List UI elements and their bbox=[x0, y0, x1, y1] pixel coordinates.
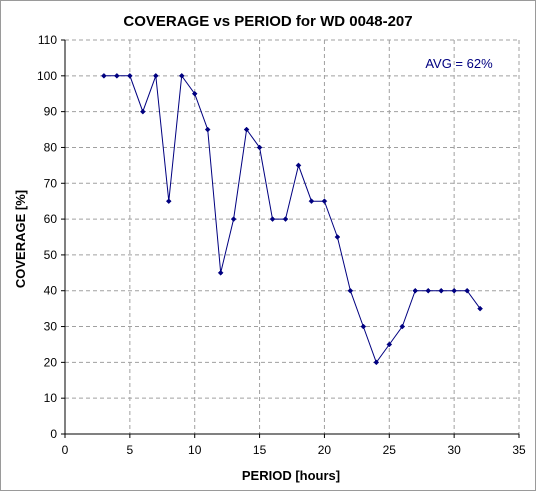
data-point bbox=[464, 287, 470, 294]
data-point bbox=[295, 162, 302, 169]
y-tick-label: 0 bbox=[50, 427, 57, 441]
average-annotation: AVG = 62% bbox=[425, 56, 493, 71]
data-series bbox=[101, 72, 483, 366]
x-tick-label: 30 bbox=[447, 443, 461, 457]
x-tick-label: 5 bbox=[127, 443, 134, 457]
data-point bbox=[308, 198, 315, 205]
y-tick-label: 110 bbox=[38, 33, 57, 47]
x-tick-label: 25 bbox=[383, 443, 397, 457]
data-point bbox=[321, 198, 328, 205]
data-point bbox=[101, 72, 107, 79]
y-tick-label: 100 bbox=[37, 69, 57, 83]
data-point bbox=[256, 144, 263, 151]
data-point bbox=[243, 126, 250, 133]
data-point bbox=[412, 287, 419, 294]
data-point bbox=[282, 216, 289, 222]
data-point bbox=[477, 305, 483, 312]
data-point bbox=[269, 216, 276, 222]
x-tick-label: 10 bbox=[188, 443, 202, 457]
data-point bbox=[347, 287, 354, 294]
data-point bbox=[425, 287, 432, 294]
axes bbox=[61, 39, 520, 438]
data-point bbox=[217, 269, 224, 276]
y-tick-label: 30 bbox=[44, 320, 58, 334]
data-point bbox=[114, 72, 120, 79]
data-point bbox=[139, 108, 146, 115]
data-point bbox=[451, 287, 457, 294]
data-point bbox=[438, 287, 445, 294]
y-axis-title: COVERAGE [%] bbox=[13, 190, 28, 288]
x-tick-label: 0 bbox=[62, 443, 69, 457]
x-tick-label: 15 bbox=[253, 443, 267, 457]
y-tick-label: 10 bbox=[44, 391, 58, 405]
chart-title: COVERAGE vs PERIOD for WD 0048-207 bbox=[123, 13, 412, 30]
x-tick-label: 35 bbox=[512, 443, 526, 457]
x-axis-title: PERIOD [hours] bbox=[242, 468, 340, 483]
data-point bbox=[127, 72, 133, 79]
data-point bbox=[204, 126, 211, 133]
data-point bbox=[360, 323, 367, 330]
data-point bbox=[399, 323, 406, 330]
data-point bbox=[165, 198, 172, 205]
y-tick-labels: 0 10 20 30 40 50 60 70 80 90 100 110 bbox=[37, 33, 57, 441]
x-tick-labels: 0 5 10 15 20 25 30 35 bbox=[62, 443, 526, 457]
y-tick-label: 70 bbox=[44, 176, 58, 190]
y-tick-label: 40 bbox=[44, 284, 58, 298]
data-point bbox=[373, 359, 380, 366]
x-tick-label: 20 bbox=[318, 443, 332, 457]
data-point bbox=[191, 90, 198, 97]
data-point bbox=[334, 234, 341, 240]
y-tick-label: 50 bbox=[44, 248, 58, 262]
data-point bbox=[178, 72, 185, 79]
grid-lines bbox=[65, 39, 520, 434]
y-tick-label: 80 bbox=[44, 140, 58, 154]
data-point bbox=[230, 216, 237, 222]
data-point bbox=[152, 72, 159, 79]
data-point bbox=[386, 341, 393, 348]
y-tick-label: 90 bbox=[44, 105, 58, 119]
y-tick-label: 60 bbox=[44, 212, 58, 226]
y-tick-label: 20 bbox=[44, 355, 58, 369]
